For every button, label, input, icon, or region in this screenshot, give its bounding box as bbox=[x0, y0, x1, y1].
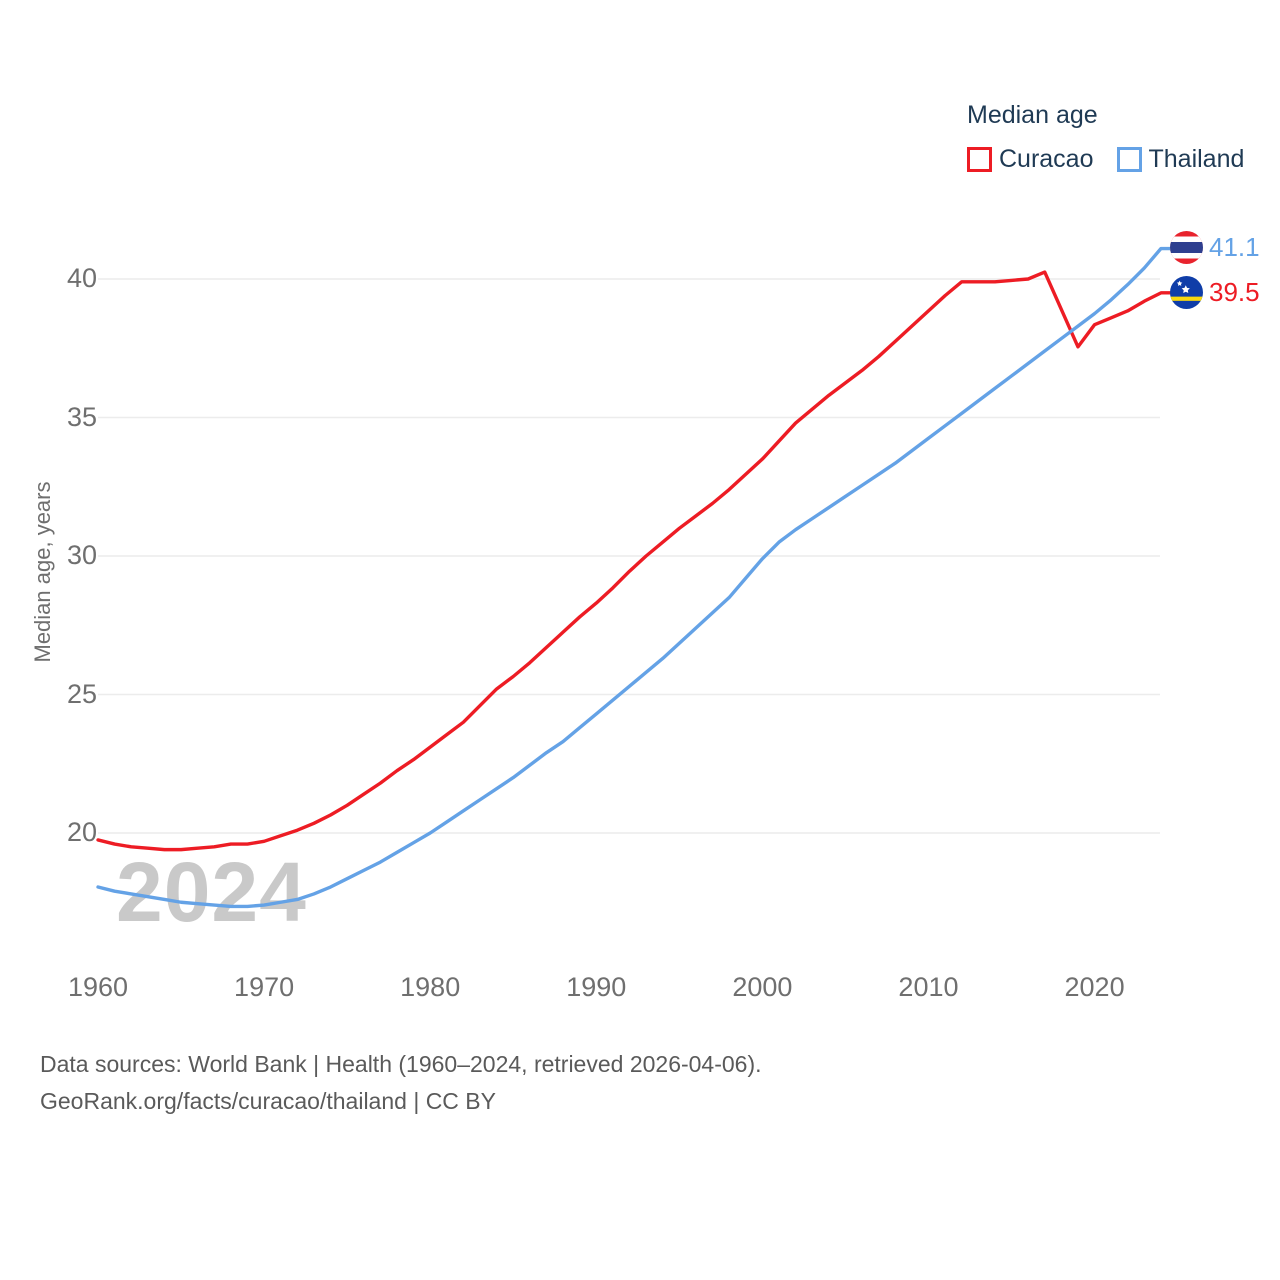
y-tick-label: 20 bbox=[66, 816, 97, 847]
legend-item-curacao[interactable]: Curacao bbox=[967, 145, 1094, 174]
y-tick-label: 40 bbox=[66, 262, 97, 293]
thailand-swatch-icon bbox=[1116, 147, 1142, 172]
legend-label-curacao: Curacao bbox=[999, 145, 1094, 173]
thailand-flag-icon bbox=[1170, 231, 1203, 264]
legend-label-thailand: Thailand bbox=[1148, 145, 1245, 173]
x-tick-label: 1970 bbox=[234, 972, 295, 1002]
legend: Median age Curacao Thailand bbox=[967, 101, 1244, 174]
x-tick-label: 2000 bbox=[732, 972, 793, 1002]
curacao-end-value: 39.5 bbox=[1209, 277, 1260, 307]
curacao-flag-icon bbox=[1170, 276, 1203, 309]
curacao-end-label: 39.5 bbox=[1170, 276, 1260, 309]
curacao-swatch-icon bbox=[967, 147, 992, 172]
y-tick-label: 25 bbox=[66, 678, 97, 709]
thailand-end-label: 41.1 bbox=[1170, 231, 1260, 264]
x-tick-label: 1990 bbox=[566, 972, 627, 1002]
y-axis-title: Median age, years bbox=[30, 481, 55, 663]
legend-title: Median age bbox=[967, 101, 1098, 129]
gridlines bbox=[98, 278, 1160, 834]
thailand-line bbox=[96, 246, 1173, 909]
y-tick-label: 35 bbox=[66, 401, 97, 432]
footer: Data sources: World Bank | Health (1960–… bbox=[40, 1046, 762, 1120]
legend-items: Curacao Thailand bbox=[967, 145, 1244, 174]
x-tick-label: 2010 bbox=[898, 972, 959, 1002]
x-tick-label: 2020 bbox=[1064, 972, 1125, 1002]
curacao-line bbox=[96, 270, 1173, 852]
footer-sources: Data sources: World Bank | Health (1960–… bbox=[40, 1051, 762, 1077]
y-tick-label: 30 bbox=[66, 539, 97, 570]
x-tick-label: 1960 bbox=[67, 972, 129, 1002]
x-tick-label: 1980 bbox=[400, 972, 461, 1002]
footer-attribution: GeoRank.org/facts/curacao/thailand | CC … bbox=[40, 1088, 496, 1114]
thailand-end-value: 41.1 bbox=[1209, 232, 1260, 262]
legend-item-thailand[interactable]: Thailand bbox=[1116, 145, 1245, 174]
watermark-year: 2024 bbox=[116, 845, 307, 939]
